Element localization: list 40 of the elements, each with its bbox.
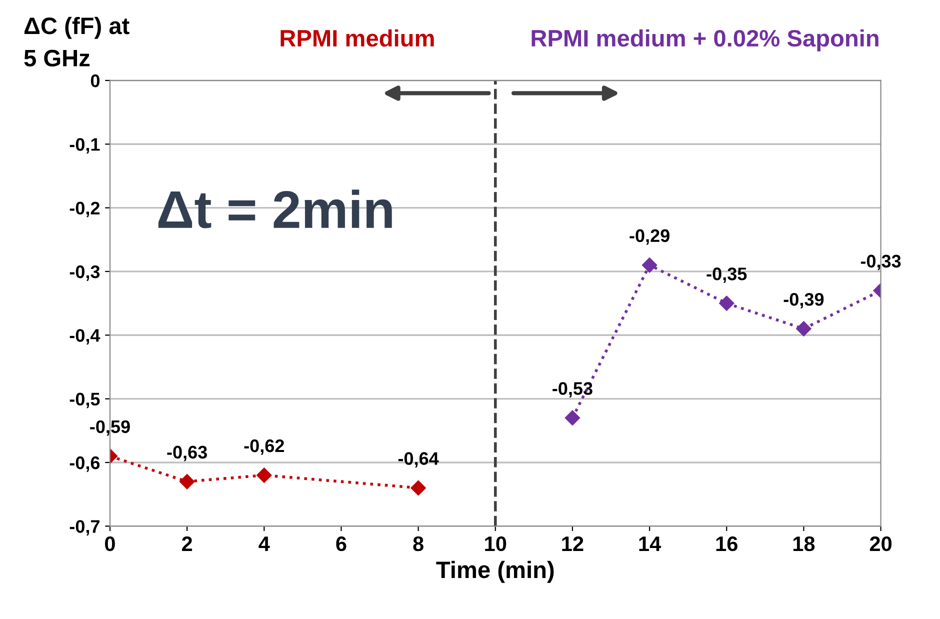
data-label: -0,63 (167, 446, 207, 462)
point (719, 296, 734, 311)
annotation: Δt = 2min (158, 190, 392, 228)
x-tick-label: 8 (413, 536, 424, 552)
data-label: -0,59 (90, 420, 130, 436)
x-tick-label: 14 (639, 536, 662, 551)
data-label: -0,62 (244, 439, 284, 455)
y-tick-label: -0,1 (70, 138, 100, 154)
y-tick-label: -0,7 (70, 520, 100, 536)
y-axis-title: ΔC (fF) at 5 GHz (24, 16, 130, 67)
x-tick-label: 0 (105, 536, 115, 552)
point (796, 321, 812, 336)
x-tick-label: 20 (870, 536, 892, 552)
data-label: -0,39 (784, 292, 824, 308)
point (642, 258, 658, 273)
y-tick-label: -0,4 (70, 329, 100, 344)
data-label: -0,29 (630, 229, 670, 245)
y-tick-label: -0,3 (70, 265, 100, 281)
point (410, 480, 426, 496)
y-tick-label: -0,6 (70, 456, 100, 472)
data-label: -0,64 (398, 452, 439, 468)
x-tick-label: 10 (485, 536, 506, 552)
data-label: -0,35 (706, 268, 747, 283)
x-tick-label: 16 (716, 536, 738, 552)
x-tick-label: 12 (562, 536, 584, 551)
point (564, 410, 580, 426)
y-tick-label: -0,2 (70, 202, 100, 218)
x-tick-label: 6 (336, 536, 346, 552)
text: RPMI medium + 0.02% Saponin (532, 29, 878, 52)
point (179, 474, 195, 490)
x-axis-title: Time (min) (436, 560, 554, 583)
data-label: -0,53 (552, 382, 592, 398)
point (256, 468, 272, 483)
x-tick-label: 2 (182, 536, 192, 551)
x-tick-label: 18 (793, 536, 815, 552)
x-tick-label: 4 (258, 536, 270, 551)
y-tick-label: 0 (90, 74, 100, 88)
y-tick-label: -0,5 (70, 392, 100, 408)
text: RPMI medium (280, 29, 434, 47)
data-label: -0,33 (860, 254, 901, 270)
